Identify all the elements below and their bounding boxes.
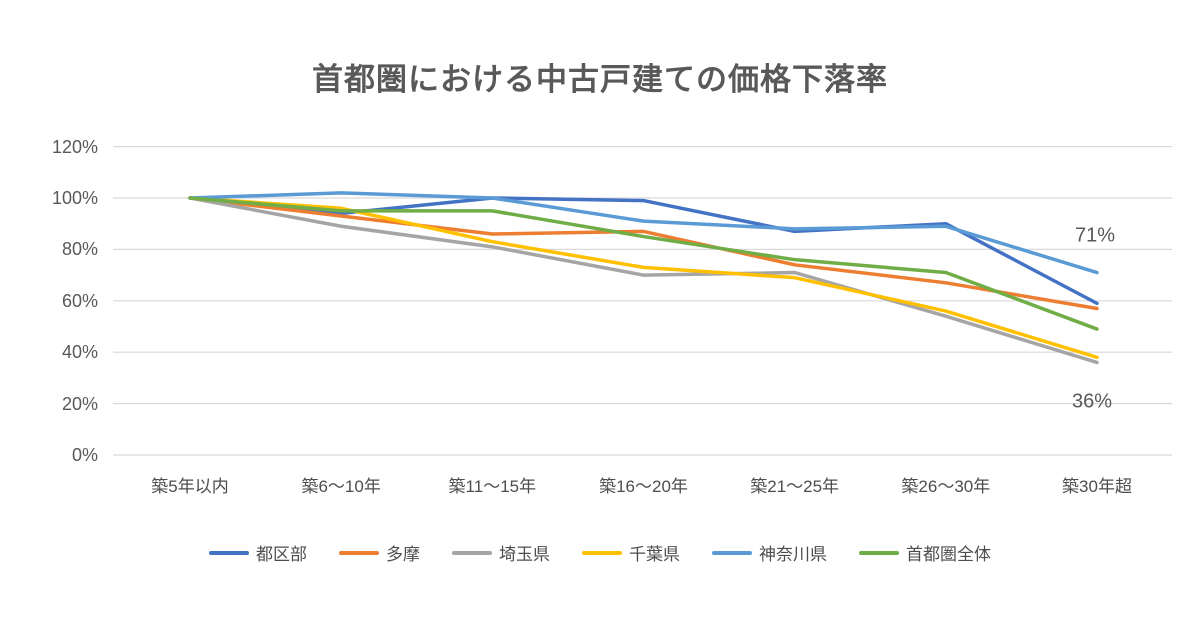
legend-label: 千葉県 <box>629 545 680 564</box>
x-tick-label: 築5年以内 <box>151 477 229 496</box>
y-tick-label: 120% <box>51 136 98 157</box>
legend-swatch-icon <box>582 550 622 555</box>
legend-item: 多摩 <box>339 540 420 565</box>
legend-item: 首都圏全体 <box>859 540 991 565</box>
series-line <box>188 196 1099 311</box>
x-tick-label: 築21〜25年 <box>750 477 840 496</box>
legend-label: 首都圏全体 <box>906 545 991 564</box>
legend-label: 都区部 <box>256 545 307 564</box>
legend-item: 都区部 <box>209 540 307 565</box>
legend-swatch-icon <box>859 550 899 555</box>
series-line <box>188 196 1099 306</box>
data-label: 71% <box>1074 224 1116 247</box>
y-tick-label: 20% <box>61 393 98 414</box>
data-label: 36% <box>1071 390 1113 413</box>
legend-swatch-icon <box>712 550 752 555</box>
y-tick-label: 40% <box>61 342 98 363</box>
y-tick-label: 60% <box>61 290 98 311</box>
legend-swatch-icon <box>209 550 249 555</box>
series-line <box>188 196 1099 331</box>
chart-title: 首都圏における中古戸建ての価格下落率 <box>312 62 888 97</box>
series-line <box>188 191 1099 275</box>
legend-item: 埼玉県 <box>452 540 550 565</box>
legend: 都区部 多摩 埼玉県 千葉県 神奈川県 首都圏全体 <box>0 540 1200 565</box>
series-line <box>188 196 1099 360</box>
legend-swatch-icon <box>339 550 379 555</box>
y-tick-label: 80% <box>61 239 98 260</box>
x-tick-label: 築11〜15年 <box>448 477 537 496</box>
x-tick-label: 築26〜30年 <box>901 477 991 496</box>
x-tick-label: 築16〜20年 <box>599 477 688 496</box>
legend-label: 埼玉県 <box>499 545 550 564</box>
series-line <box>188 196 1099 365</box>
legend-item: 神奈川県 <box>712 540 827 565</box>
legend-item: 千葉県 <box>582 540 680 565</box>
legend-label: 神奈川県 <box>759 545 827 564</box>
x-tick-label: 築30年超 <box>1062 477 1132 496</box>
legend-swatch-icon <box>452 550 492 555</box>
legend-label: 多摩 <box>386 545 420 564</box>
x-tick-label: 築6〜10年 <box>301 477 381 496</box>
y-tick-label: 100% <box>51 188 98 208</box>
y-tick-label: 0% <box>71 445 98 465</box>
